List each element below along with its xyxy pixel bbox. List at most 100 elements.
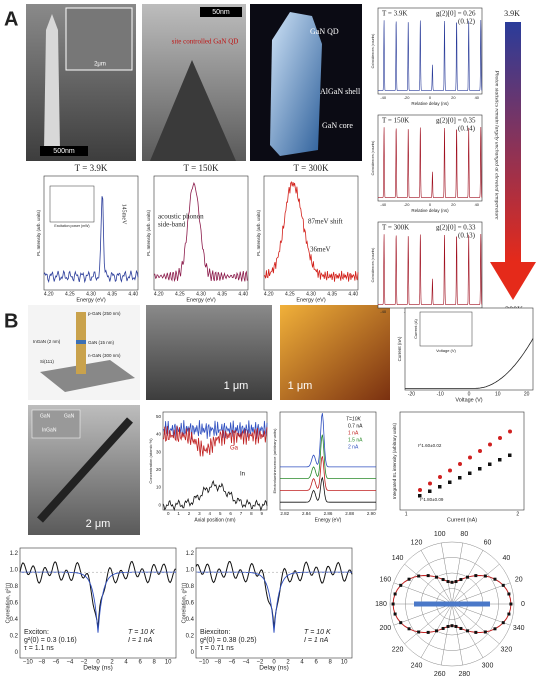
x-tick-label: 10 [341,660,348,666]
plot-frame [263,175,359,291]
x-tick-label: -40 [380,202,387,207]
arrow-caption: Photon statistics remain largely unchang… [494,70,500,220]
x-tick-label: −10 [199,660,210,666]
y-axis-label: Correlation, g²(τ) [181,582,187,623]
x-tick-label: 2 [516,511,519,517]
angle-label: 280 [458,671,470,678]
y-axis-label: Coincidences (counts) [371,248,375,283]
label: I^1.60±0.02 [418,443,442,448]
y-axis-label: Integrated EL intensity (arbitrary units… [392,422,397,499]
marker [468,455,472,460]
polarizer-bar [414,601,490,607]
x-axis-label: Energy (eV) [296,297,326,303]
scale-bar: 50nm [212,9,230,16]
marker [393,612,397,616]
x-tick-label: 4.30 [86,291,96,297]
x-tick-label: −6 [228,660,236,666]
x-tick-label: 5 [219,511,222,516]
angle-label: 240 [411,662,423,669]
marker [459,626,463,630]
marker [474,574,478,578]
polar-spoke [393,603,453,626]
pyramid [150,60,236,161]
y-tick-label: 0.8 [186,584,195,590]
x-axis-label: Relative delay (ns) [411,208,449,213]
label: side-band [158,221,186,229]
x-axis-label: Axial position (nm) [194,517,235,523]
label: 87meV shift [308,218,343,226]
x-tick-label: −8 [38,660,46,666]
label: I = 1 nA [128,637,153,644]
marker [498,436,502,440]
polar-spoke [440,542,453,605]
arrow-head [490,262,536,300]
marker [458,476,462,480]
polar-spoke [451,542,464,605]
x-tick-label: 8 [152,660,156,666]
x-tick-label: 6 [229,511,232,516]
angle-label: 220 [392,646,404,653]
inset [31,409,81,439]
y-tick-label: 1.0 [10,568,19,574]
x-tick-label: 4.20 [154,291,164,297]
marker [459,578,463,582]
curve [280,434,376,479]
marker [399,583,403,587]
substrate [40,360,135,392]
marker [509,602,513,606]
x-tick-label: 4.25 [285,291,295,297]
x-tick-label: 8 [250,511,253,516]
x-tick-label: 4.35 [107,291,117,297]
polar-spoke [404,563,453,605]
x-tick-label: 9 [261,511,264,516]
y-axis-label: PL Intensity (arb. units) [256,209,261,256]
x-tick-label: 2.88 [345,511,354,516]
marker [468,471,472,475]
label: g(2)[0] = 0.33 [436,224,476,232]
y-tick-label: 0 [158,502,161,507]
marker [407,577,411,581]
x-tick-label: 40 [475,202,480,207]
label: p-GaN (250 nm) [88,311,121,316]
marker [454,580,458,584]
angle-label: 320 [501,646,513,653]
marker [454,624,458,628]
panel-label: A [4,8,18,30]
label: n-GaN (300 nm) [88,353,121,358]
marker [399,621,403,625]
x-axis-label: Delay (ns) [259,665,289,672]
x-tick-label: 2.84 [302,511,311,516]
x-tick-label: -20 [408,391,415,397]
marker [441,626,445,630]
curve [43,196,139,284]
scale-bar: 2 μm [86,518,111,530]
y-tick-label: 40 [156,432,162,437]
polar-spoke [451,603,500,645]
label: GaN QD [310,27,339,36]
marker [483,574,487,578]
x-tick-label: 2.82 [280,511,289,516]
y-tick-label: 0.2 [186,634,195,640]
y-tick-label: 30 [156,449,162,454]
angle-label: 260 [434,671,446,678]
y-axis-label: Concentration (atomic %) [148,438,153,484]
x-tick-label: 0 [272,660,276,666]
legend-label: 2 nA [348,444,359,450]
label: τ = 1.1 ns [24,645,54,652]
x-tick-label: 8 [328,660,332,666]
label: g²(0) = 0.3 (0.16) [24,637,77,644]
angle-label: 180 [375,601,387,608]
x-tick-label: 20 [524,391,530,397]
x-tick-label: 2 [188,511,191,516]
x-tick-label: 4.35 [327,291,337,297]
x-tick-label: −2 [81,660,89,666]
x-axis-label: Energy (eV) [315,517,342,523]
x-tick-label: 0 [96,660,100,666]
x-tick-label: 2.90 [367,511,376,516]
x-tick-label: 4.30 [196,291,206,297]
nanowire [270,12,322,156]
label: T=10K [346,416,362,422]
y-tick-label: 1.2 [186,551,195,557]
angle-label: 20 [515,577,523,584]
